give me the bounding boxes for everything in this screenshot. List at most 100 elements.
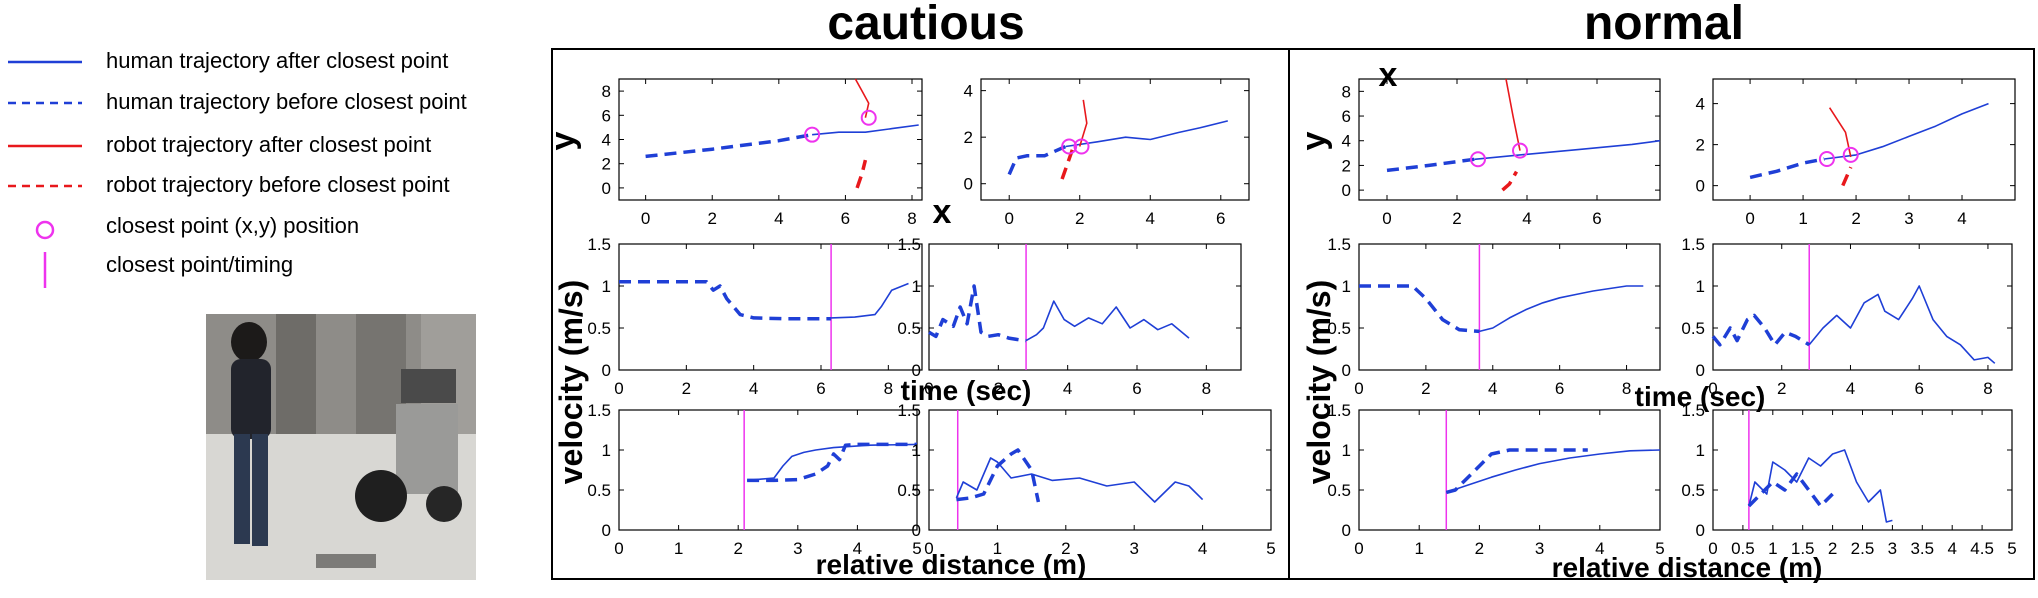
legend-label: human trajectory after closest point — [106, 48, 448, 73]
velocity-label-normal: velocity (m/s) — [1301, 280, 1337, 485]
time-label-normal: time (sec) — [1635, 381, 1766, 412]
y-tick-label: 4 — [964, 82, 973, 101]
x-tick-label: 0 — [614, 539, 623, 558]
y-tick-label: 1.5 — [1681, 235, 1705, 254]
x-tick-label: 5 — [912, 539, 921, 558]
x-tick-label: 2.5 — [1851, 539, 1875, 558]
chart-normal-traj-2: 0 1 2 3 4 0 2 4 — [1696, 78, 2016, 228]
human-before-line — [747, 442, 917, 483]
x-tick-label: 3 — [1888, 539, 1897, 558]
human-after-line — [1065, 120, 1228, 148]
y-tick-label: 4 — [1342, 132, 1351, 151]
x-tick-label: 4 — [1947, 539, 1956, 558]
plot-frame — [1712, 78, 2016, 201]
y-tick-label: 8 — [602, 82, 611, 101]
closest-point-marker — [1842, 146, 1859, 163]
legend-label: robot trajectory after closest point — [106, 132, 431, 157]
x-tick-label: 4 — [1957, 209, 1966, 228]
x-tick-label: 8 — [907, 209, 916, 228]
x-tick-label: 2 — [1452, 209, 1461, 228]
human-after-line — [1748, 449, 1893, 523]
human-after-line — [955, 457, 1204, 503]
y-tick-label: 2 — [1696, 136, 1705, 155]
human-after-line — [1479, 285, 1644, 333]
x-tick-label: 4 — [1488, 379, 1497, 398]
x-tick-label: 1 — [1798, 209, 1807, 228]
y-tick-label: 1 — [1696, 441, 1705, 460]
x-tick-label: 0 — [1382, 209, 1391, 228]
x-tick-label: 5 — [1655, 539, 1664, 558]
x-tick-label: 4 — [1198, 539, 1207, 558]
x-tick-label: 1 — [993, 539, 1002, 558]
y-tick-label: 0 — [1696, 361, 1705, 380]
x-tick-label: 2 — [1828, 539, 1837, 558]
chart-cautious-vel-time-2: 0 2 4 6 8 0 0.5 1 1.5 — [897, 235, 1242, 398]
y-tick-label: 1.5 — [1327, 401, 1351, 420]
x-tick-label: 0 — [641, 209, 650, 228]
x-tick-label: 4 — [1522, 209, 1531, 228]
human-before-line — [1711, 313, 1811, 347]
chart-cautious-vel-dist-1: 0 1 2 3 4 500.511.5 — [587, 401, 921, 558]
time-label-cautious: time (sec) — [901, 375, 1032, 406]
x-tick-label: 2 — [1061, 539, 1070, 558]
x-tick-label: 0 — [1708, 539, 1717, 558]
closest-point-marker — [1073, 138, 1090, 155]
x-tick-label: 2 — [682, 379, 691, 398]
chart-normal-vel-dist-2: 0 0.5 1 1.5 2 2.5 3 3.5 4 4.5 5 0 0.5 1 1.5 — [1681, 401, 2016, 558]
x-tick-label: 6 — [1216, 209, 1225, 228]
human-after-line — [747, 443, 918, 482]
x-tick-label: 3 — [1535, 539, 1544, 558]
x-tick-label: 6 — [1592, 209, 1601, 228]
plot-frame — [1358, 243, 1661, 371]
y-tick-label: 2 — [1342, 156, 1351, 175]
y-axis-label-normal: y — [1295, 131, 1333, 150]
x-tick-label: 4 — [1846, 379, 1855, 398]
x-tick-label: 3.5 — [1910, 539, 1934, 558]
y-tick-label: 1 — [912, 277, 921, 296]
x-tick-label: 0 — [924, 379, 933, 398]
y-tick-label: 1.5 — [897, 235, 921, 254]
x-tick-label: 8 — [1202, 379, 1211, 398]
cautious-title: cautious — [827, 0, 1025, 50]
closest-point-marker — [804, 126, 821, 143]
y-tick-label: 0.5 — [1681, 319, 1705, 338]
x-tick-label: 0 — [1708, 379, 1717, 398]
y-tick-label: 6 — [602, 106, 611, 125]
y-tick-label: 1 — [1342, 441, 1351, 460]
y-tick-label: 1 — [912, 441, 921, 460]
x-tick-label: 2 — [1421, 379, 1430, 398]
chart-cautious-vel-time-1: 0 2 4 6 800.511.5 — [587, 235, 923, 398]
x-axis-label-normal: x — [1379, 56, 1398, 94]
human-before-line — [1007, 144, 1067, 176]
x-tick-label: 2 — [707, 209, 716, 228]
chart-normal-vel-time-1: 0 2 4 6 8 0 0.5 1 1.5 — [1327, 235, 1661, 398]
y-tick-label: 0.5 — [587, 481, 611, 500]
normal-panel-frame — [1288, 48, 2035, 580]
human-after-line — [812, 124, 919, 136]
closest-point-marker — [860, 109, 877, 126]
plot-frame — [618, 78, 923, 201]
y-tick-label: 4 — [602, 131, 611, 150]
y-tick-label: 1 — [602, 277, 611, 296]
x-tick-label: 6 — [1132, 379, 1141, 398]
x-tick-label: 2 — [1851, 209, 1860, 228]
chart-cautious-traj-2: 0 2 4 6 0 2 4 — [964, 78, 1250, 228]
y-tick-label: 1.5 — [897, 401, 921, 420]
robot-after-line — [1505, 78, 1521, 151]
normal-title: normal — [1583, 0, 1745, 50]
legend-swatch — [35, 220, 55, 240]
x-tick-label: 0 — [614, 379, 623, 398]
y-tick-label: 0.5 — [897, 481, 921, 500]
x-tick-label: 1 — [674, 539, 683, 558]
x-tick-label: 6 — [841, 209, 850, 228]
x-tick-label: 2 — [1075, 209, 1084, 228]
human-after-line — [1808, 285, 1996, 364]
robot-before-line — [1501, 170, 1519, 192]
y-tick-label: 0 — [602, 521, 611, 540]
y-tick-label: 2 — [964, 128, 973, 147]
y-tick-label: 1.5 — [587, 401, 611, 420]
y-tick-label: 0.5 — [897, 319, 921, 338]
x-tick-label: 8 — [1983, 379, 1992, 398]
x-tick-label: 0 — [1354, 539, 1363, 558]
x-tick-label: 3 — [1904, 209, 1913, 228]
